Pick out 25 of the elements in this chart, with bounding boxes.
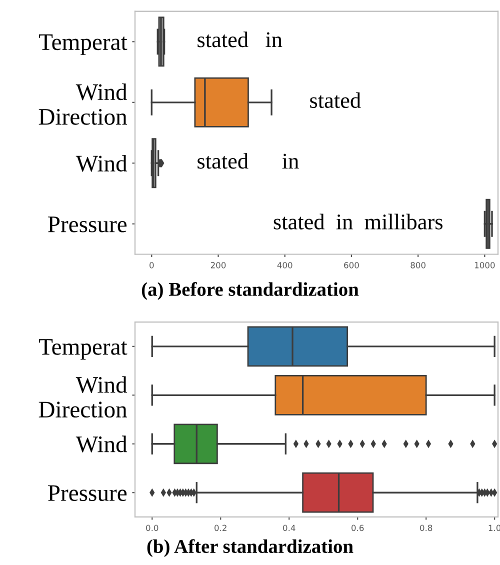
annotation: stated (310, 92, 361, 108)
x-tick-label: 0 (150, 262, 154, 268)
x-tick-label: 800 (410, 262, 426, 268)
y-tick-label: Temperat (38, 339, 128, 360)
y-tick-label: Wind Direction (38, 84, 128, 125)
y-tick-label: Pressure (48, 216, 127, 232)
annotation: stated in millibars (274, 214, 442, 230)
x-tick-label: 200 (210, 262, 226, 268)
y-tick-label: Wind (76, 154, 128, 172)
annotation: stated in (198, 153, 299, 169)
y-tick-label: Pressure (48, 485, 127, 502)
x-tick-label: 1000 (474, 262, 495, 268)
text: (a) Before standardization (142, 282, 359, 300)
x-tick-label: 400 (277, 262, 292, 268)
x-tick-label: 0.2 (214, 524, 226, 532)
text: (b) After standardization (147, 539, 354, 557)
y-tick-label: Wind Direction (38, 376, 128, 418)
x-tick-label: 600 (344, 262, 359, 268)
x-tick-label: 0.0 (146, 524, 158, 532)
x-tick-label: 0.6 (352, 524, 364, 532)
x-tick-label: 0.8 (420, 524, 432, 532)
y-tick-label: Wind (76, 436, 128, 452)
annotation: stated in (198, 32, 282, 48)
y-tick-label: Temperat (38, 34, 128, 55)
x-tick-label: 0.4 (283, 524, 296, 532)
